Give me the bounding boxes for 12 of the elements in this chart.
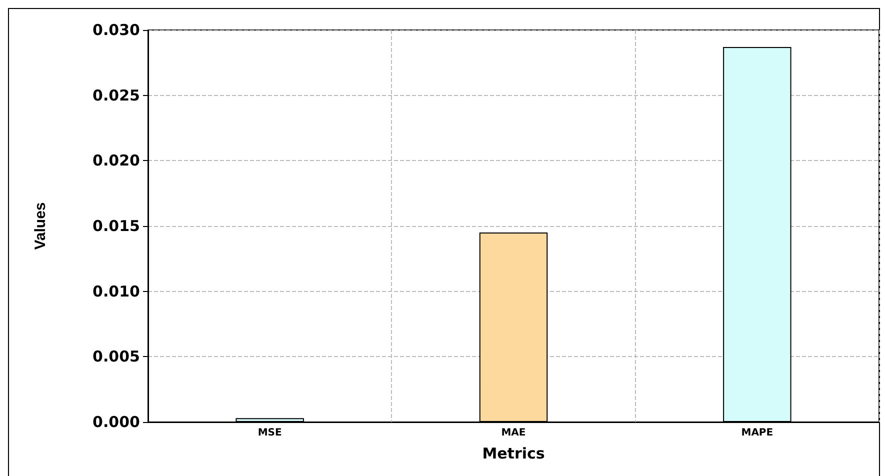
x-tick-label: MSE [258, 428, 282, 438]
y-tick-label: 0.025 [92, 86, 140, 104]
y-tick-label: 0.000 [92, 413, 140, 431]
y-tick-label: 0.005 [92, 348, 140, 366]
y-axis-title: Values [32, 202, 49, 250]
y-tick-label: 0.015 [92, 217, 140, 235]
x-tick-label: MAPE [741, 428, 774, 438]
y-tick-label: 0.010 [92, 282, 140, 300]
x-tick-label: MAE [501, 428, 526, 438]
y-tick-label: 0.030 [92, 21, 140, 39]
x-axis-title: Metrics [482, 444, 545, 462]
y-tick-label: 0.020 [92, 152, 140, 170]
